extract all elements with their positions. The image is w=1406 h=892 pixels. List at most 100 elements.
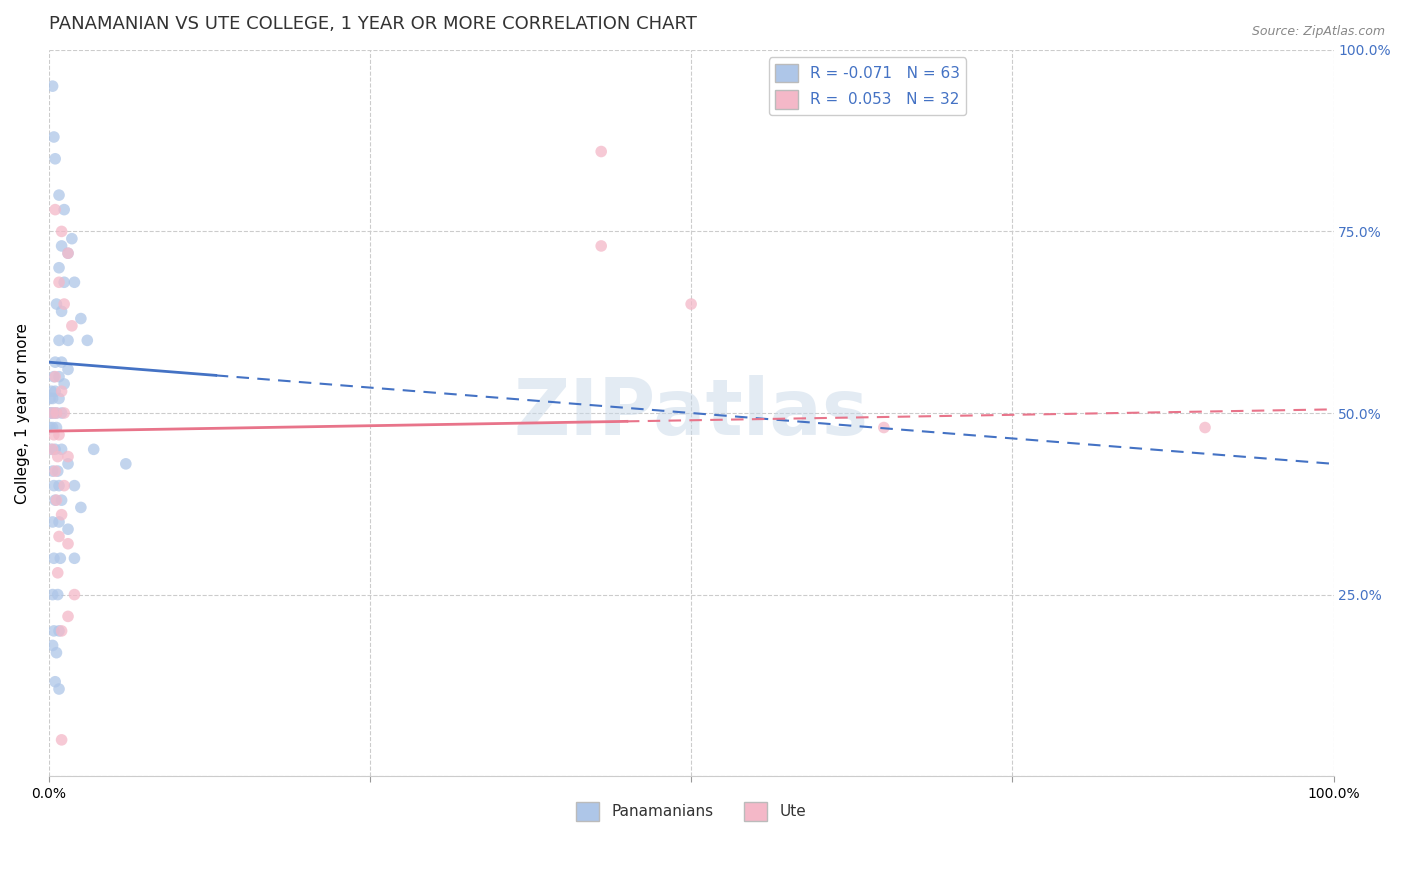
Point xyxy=(44,493,66,508)
Point xyxy=(48,478,70,492)
Point xyxy=(56,246,79,260)
Point xyxy=(51,384,73,399)
Point xyxy=(60,232,83,246)
Point xyxy=(63,275,86,289)
Point xyxy=(591,145,613,159)
Point xyxy=(49,551,72,566)
Point xyxy=(39,392,62,406)
Point xyxy=(63,588,86,602)
Point xyxy=(51,442,73,457)
Point xyxy=(56,362,79,376)
Point xyxy=(41,392,63,406)
Point xyxy=(60,318,83,333)
Point xyxy=(48,188,70,202)
Point xyxy=(41,79,63,94)
Point xyxy=(39,406,62,420)
Point xyxy=(114,457,136,471)
Point xyxy=(46,588,69,602)
Text: Source: ZipAtlas.com: Source: ZipAtlas.com xyxy=(1251,25,1385,38)
Point xyxy=(42,406,65,420)
Point xyxy=(873,420,896,434)
Point xyxy=(42,369,65,384)
Point xyxy=(42,427,65,442)
Point xyxy=(51,304,73,318)
Point xyxy=(681,297,703,311)
Point xyxy=(44,674,66,689)
Point xyxy=(45,420,67,434)
Point xyxy=(56,246,79,260)
Point xyxy=(46,464,69,478)
Point xyxy=(51,493,73,508)
Point xyxy=(45,406,67,420)
Point xyxy=(42,478,65,492)
Point xyxy=(53,275,76,289)
Point xyxy=(591,239,613,253)
Point xyxy=(51,508,73,522)
Point xyxy=(1194,420,1216,434)
Point xyxy=(53,376,76,391)
Text: PANAMANIAN VS UTE COLLEGE, 1 YEAR OR MORE CORRELATION CHART: PANAMANIAN VS UTE COLLEGE, 1 YEAR OR MOR… xyxy=(49,15,696,33)
Point xyxy=(48,515,70,529)
Point xyxy=(53,478,76,492)
Point xyxy=(56,537,79,551)
Point xyxy=(41,384,63,399)
Point xyxy=(48,681,70,696)
Point xyxy=(48,275,70,289)
Point xyxy=(48,529,70,543)
Point xyxy=(44,384,66,399)
Point xyxy=(44,152,66,166)
Point xyxy=(45,406,67,420)
Point xyxy=(45,646,67,660)
Point xyxy=(63,551,86,566)
Point xyxy=(83,442,105,457)
Point xyxy=(46,566,69,580)
Point xyxy=(44,355,66,369)
Point xyxy=(41,639,63,653)
Point xyxy=(44,202,66,217)
Point xyxy=(56,522,79,536)
Point xyxy=(70,311,93,326)
Point xyxy=(48,624,70,638)
Legend: Panamanians, Ute: Panamanians, Ute xyxy=(571,796,813,827)
Point xyxy=(39,420,62,434)
Point xyxy=(53,406,76,420)
Point xyxy=(41,442,63,457)
Point xyxy=(41,464,63,478)
Point xyxy=(44,442,66,457)
Point xyxy=(45,493,67,508)
Point xyxy=(41,515,63,529)
Point xyxy=(41,442,63,457)
Point xyxy=(53,202,76,217)
Point xyxy=(41,406,63,420)
Point xyxy=(51,732,73,747)
Point xyxy=(48,427,70,442)
Point xyxy=(48,334,70,348)
Point xyxy=(46,450,69,464)
Point xyxy=(56,457,79,471)
Point xyxy=(76,334,98,348)
Point xyxy=(44,369,66,384)
Point xyxy=(51,624,73,638)
Point xyxy=(53,297,76,311)
Point xyxy=(51,355,73,369)
Point xyxy=(56,450,79,464)
Point xyxy=(45,297,67,311)
Point xyxy=(51,406,73,420)
Point xyxy=(48,392,70,406)
Point xyxy=(56,334,79,348)
Point xyxy=(48,260,70,275)
Point xyxy=(63,478,86,492)
Point xyxy=(56,609,79,624)
Point xyxy=(51,224,73,238)
Point xyxy=(42,130,65,145)
Point xyxy=(41,420,63,434)
Point xyxy=(51,239,73,253)
Point xyxy=(41,588,63,602)
Y-axis label: College, 1 year or more: College, 1 year or more xyxy=(15,323,30,503)
Point xyxy=(48,369,70,384)
Point xyxy=(41,406,63,420)
Point xyxy=(42,624,65,638)
Point xyxy=(70,500,93,515)
Point xyxy=(42,551,65,566)
Point xyxy=(44,464,66,478)
